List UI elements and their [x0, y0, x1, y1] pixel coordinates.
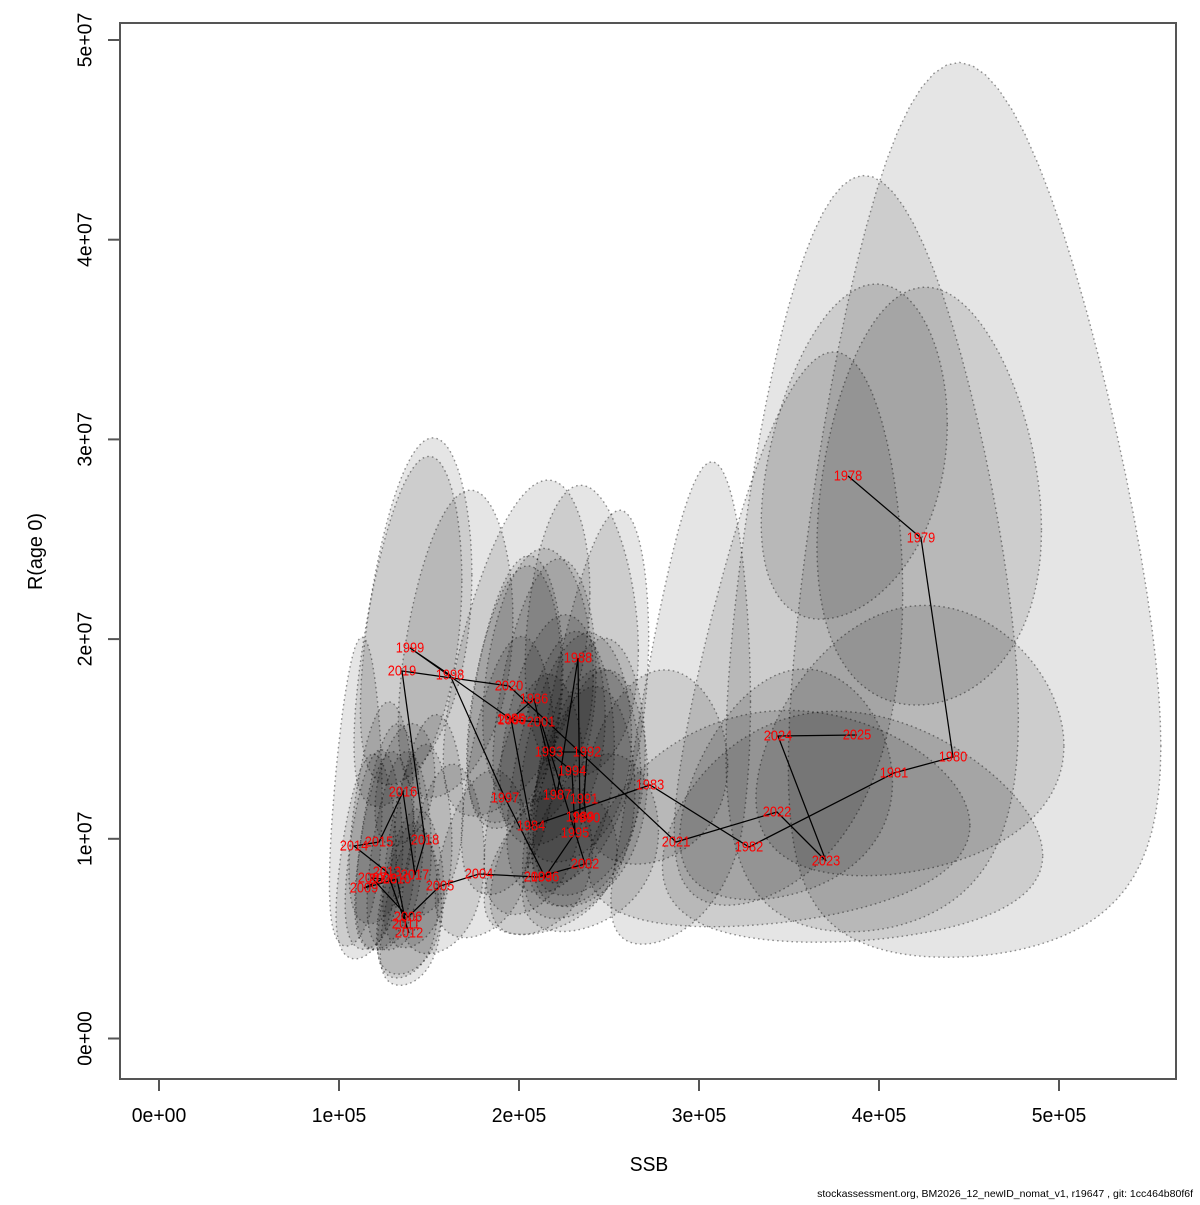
svg-text:1994: 1994: [558, 763, 586, 780]
svg-text:1990: 1990: [572, 810, 600, 827]
svg-text:2e+07: 2e+07: [74, 612, 97, 667]
svg-text:2022: 2022: [763, 804, 791, 821]
svg-text:2025: 2025: [843, 727, 871, 744]
svg-text:1997: 1997: [491, 790, 519, 807]
svg-text:2008: 2008: [369, 871, 397, 888]
svg-text:2001: 2001: [527, 714, 555, 731]
svg-text:1984: 1984: [517, 818, 545, 835]
svg-text:1982: 1982: [735, 839, 763, 856]
svg-text:SSB: SSB: [630, 1153, 669, 1176]
svg-text:2014: 2014: [340, 838, 368, 855]
svg-text:4e+07: 4e+07: [74, 212, 97, 267]
svg-text:1e+07: 1e+07: [74, 812, 97, 867]
svg-text:1995: 1995: [561, 825, 589, 842]
svg-text:0e+00: 0e+00: [132, 1104, 187, 1127]
svg-text:R(age 0): R(age 0): [24, 513, 47, 590]
svg-text:2009: 2009: [350, 880, 378, 897]
svg-text:2012: 2012: [395, 925, 423, 942]
svg-text:2006: 2006: [394, 909, 422, 926]
svg-text:2020: 2020: [495, 678, 523, 695]
svg-text:1981: 1981: [880, 765, 908, 782]
svg-text:stockassessment.org, BM2026_12: stockassessment.org, BM2026_12_newID_nom…: [817, 1188, 1193, 1200]
svg-text:2010: 2010: [383, 871, 411, 888]
svg-text:1998: 1998: [436, 667, 464, 684]
svg-text:0e+00: 0e+00: [74, 1011, 97, 1066]
svg-text:2016: 2016: [389, 784, 417, 801]
svg-text:1996: 1996: [531, 869, 559, 886]
svg-text:2015: 2015: [365, 834, 393, 851]
svg-text:2019: 2019: [388, 663, 416, 680]
svg-text:1992: 1992: [573, 744, 601, 761]
svg-text:2e+05: 2e+05: [492, 1104, 547, 1127]
svg-text:2005: 2005: [426, 878, 454, 895]
svg-text:1980: 1980: [939, 749, 967, 766]
svg-text:1979: 1979: [907, 530, 935, 547]
svg-text:1986: 1986: [520, 691, 548, 708]
svg-text:1e+05: 1e+05: [312, 1104, 367, 1127]
svg-text:1988: 1988: [564, 650, 592, 667]
svg-text:2000: 2000: [498, 712, 526, 729]
svg-text:2023: 2023: [812, 853, 840, 870]
svg-text:2002: 2002: [571, 856, 599, 873]
svg-text:3e+05: 3e+05: [672, 1104, 727, 1127]
svg-text:1991: 1991: [570, 791, 598, 808]
svg-text:2004: 2004: [465, 866, 493, 883]
svg-text:2017: 2017: [401, 867, 429, 884]
svg-text:2007: 2007: [358, 870, 386, 887]
svg-text:1987: 1987: [543, 787, 571, 804]
svg-text:5e+05: 5e+05: [1032, 1104, 1087, 1127]
svg-text:3e+07: 3e+07: [74, 412, 97, 467]
svg-text:2003: 2003: [524, 869, 552, 886]
svg-text:2021: 2021: [662, 834, 690, 851]
svg-text:1989: 1989: [566, 809, 594, 826]
svg-text:2011: 2011: [392, 916, 420, 933]
svg-text:2024: 2024: [764, 728, 792, 745]
svg-text:1985: 1985: [497, 711, 525, 728]
svg-text:4e+05: 4e+05: [852, 1104, 907, 1127]
svg-text:2018: 2018: [411, 832, 439, 849]
svg-text:1993: 1993: [535, 744, 563, 761]
svg-text:1983: 1983: [636, 777, 664, 794]
svg-text:1999: 1999: [396, 640, 424, 657]
svg-text:1978: 1978: [834, 468, 862, 485]
svg-text:5e+07: 5e+07: [74, 13, 97, 68]
svg-text:2013: 2013: [373, 864, 401, 881]
